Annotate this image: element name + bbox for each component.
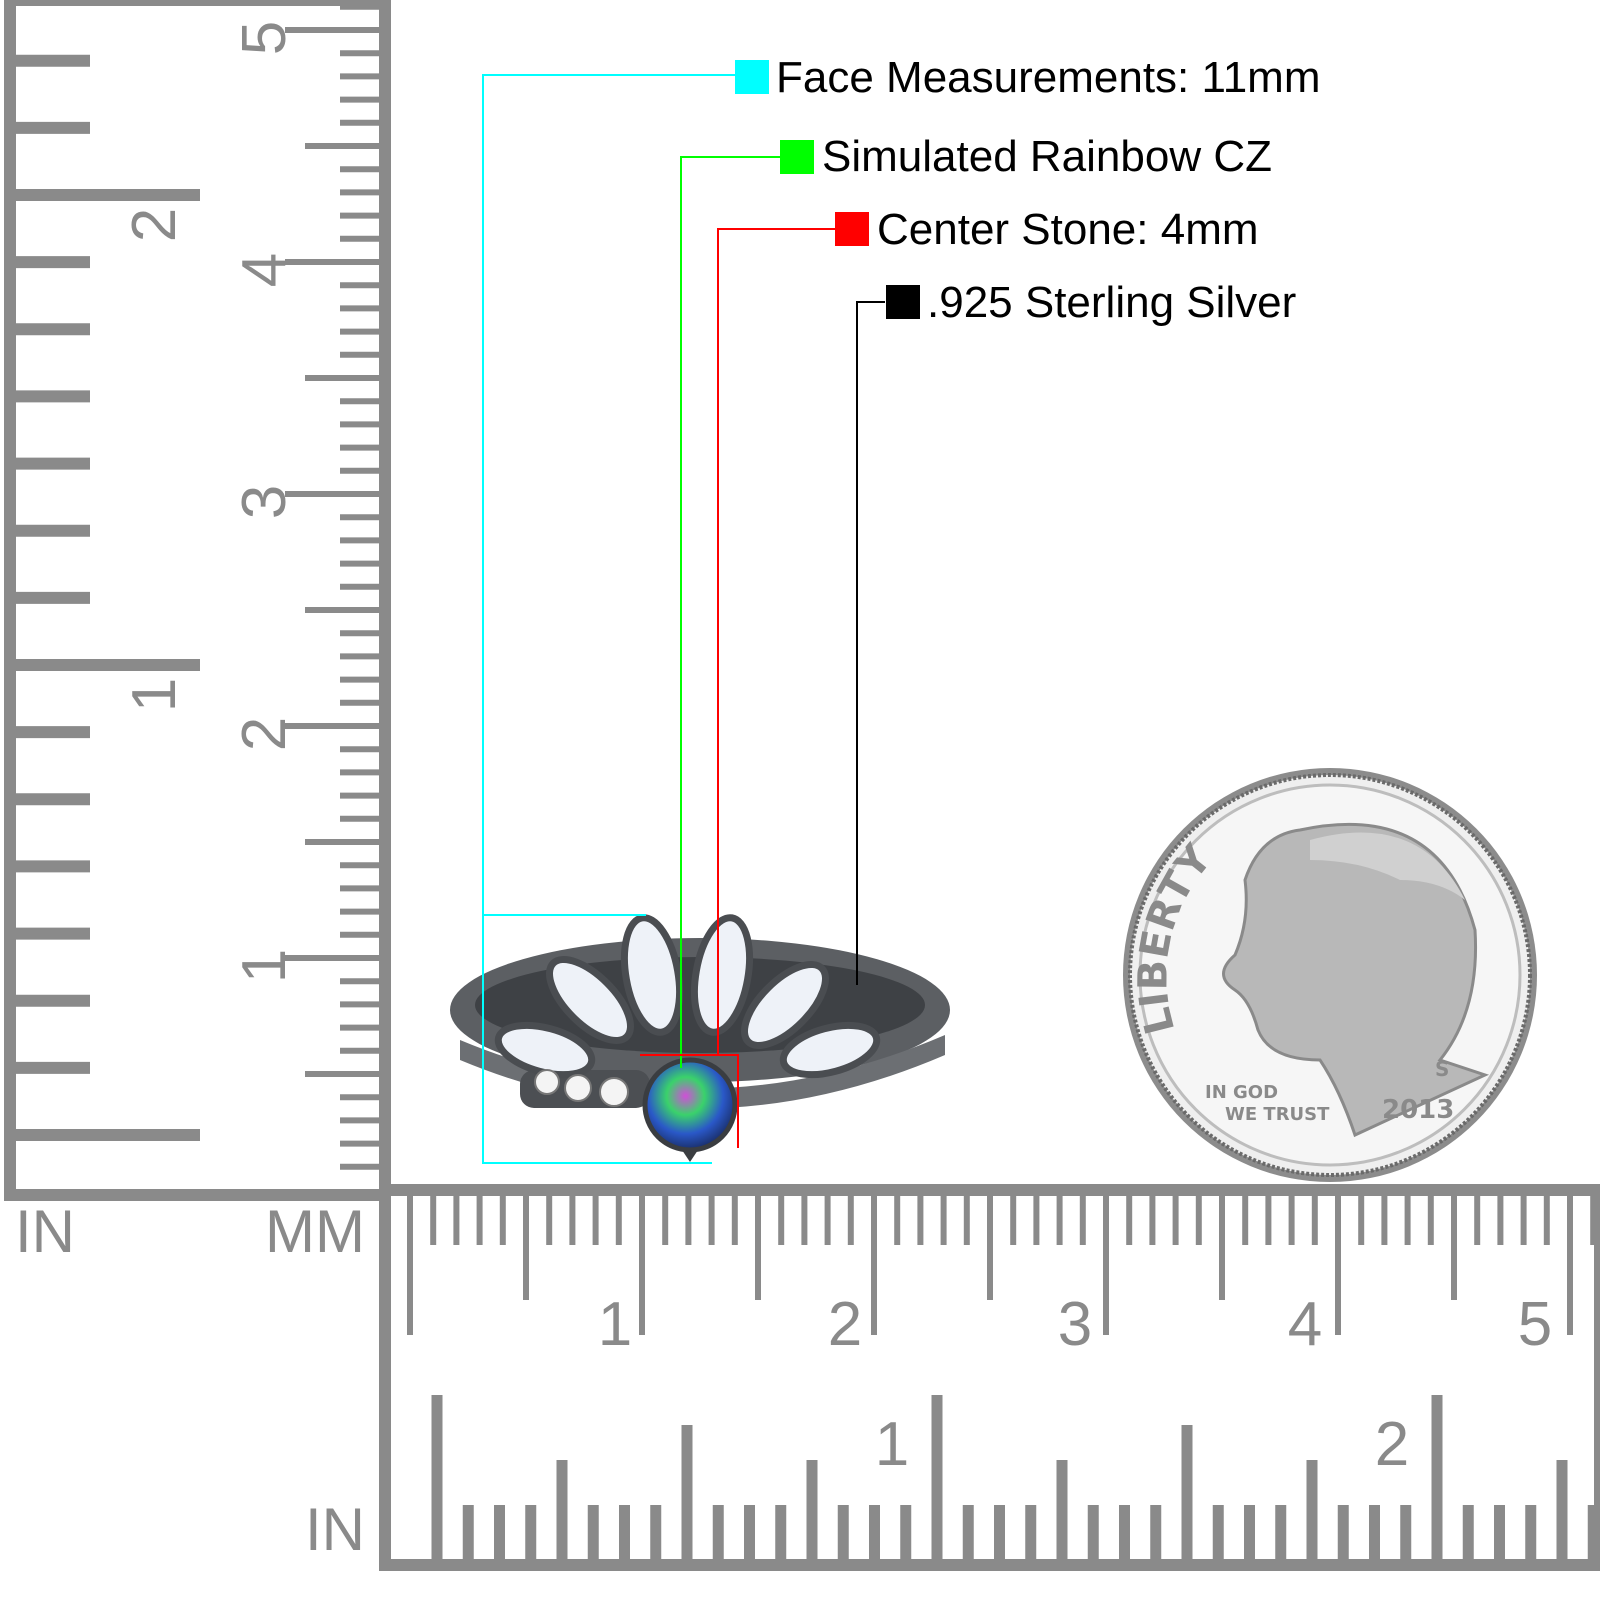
- red-swatch: [835, 212, 869, 246]
- coin-mint-mark: S: [1435, 1057, 1449, 1081]
- cyan-swatch: [735, 60, 769, 94]
- mm-label: 3: [230, 485, 299, 519]
- inch-label: 2: [120, 208, 189, 242]
- callout-face-measurements: Face Measurements: 11mm: [776, 53, 1321, 102]
- leader-lines: [482, 74, 885, 1164]
- mm-label: 3: [1058, 1290, 1092, 1359]
- callout-metal: .925 Sterling Silver: [927, 278, 1297, 327]
- mm-label: 4: [1288, 1290, 1322, 1359]
- unit-label-in-left: IN: [15, 1198, 75, 1265]
- unit-label-in-bottom: IN: [305, 1496, 365, 1563]
- inch-label: 2: [1375, 1410, 1409, 1479]
- mm-label: 5: [1518, 1290, 1552, 1359]
- mm-label: 2: [230, 717, 299, 751]
- coin-year: 2013: [1382, 1095, 1454, 1125]
- coin-motto-1: IN GOD: [1205, 1082, 1278, 1103]
- dime-coin: LIBERTY IN GOD WE TRUST 2013 S: [1123, 768, 1537, 1182]
- mm-label: 2: [828, 1290, 862, 1359]
- mm-label: 4: [230, 253, 299, 287]
- callout-stone-type: Simulated Rainbow CZ: [822, 132, 1272, 181]
- coin-motto-2: WE TRUST: [1225, 1104, 1330, 1125]
- black-swatch: [886, 285, 920, 319]
- mm-label: 1: [598, 1290, 632, 1359]
- green-swatch: [780, 140, 814, 174]
- unit-label-mm: MM: [265, 1198, 365, 1265]
- callout-center-stone: Center Stone: 4mm: [877, 205, 1259, 254]
- inch-label: 1: [120, 678, 189, 712]
- mm-label: 1: [230, 949, 299, 983]
- inch-label: 1: [875, 1410, 909, 1479]
- mm-label: 5: [230, 21, 299, 55]
- ring-image: [450, 914, 950, 1162]
